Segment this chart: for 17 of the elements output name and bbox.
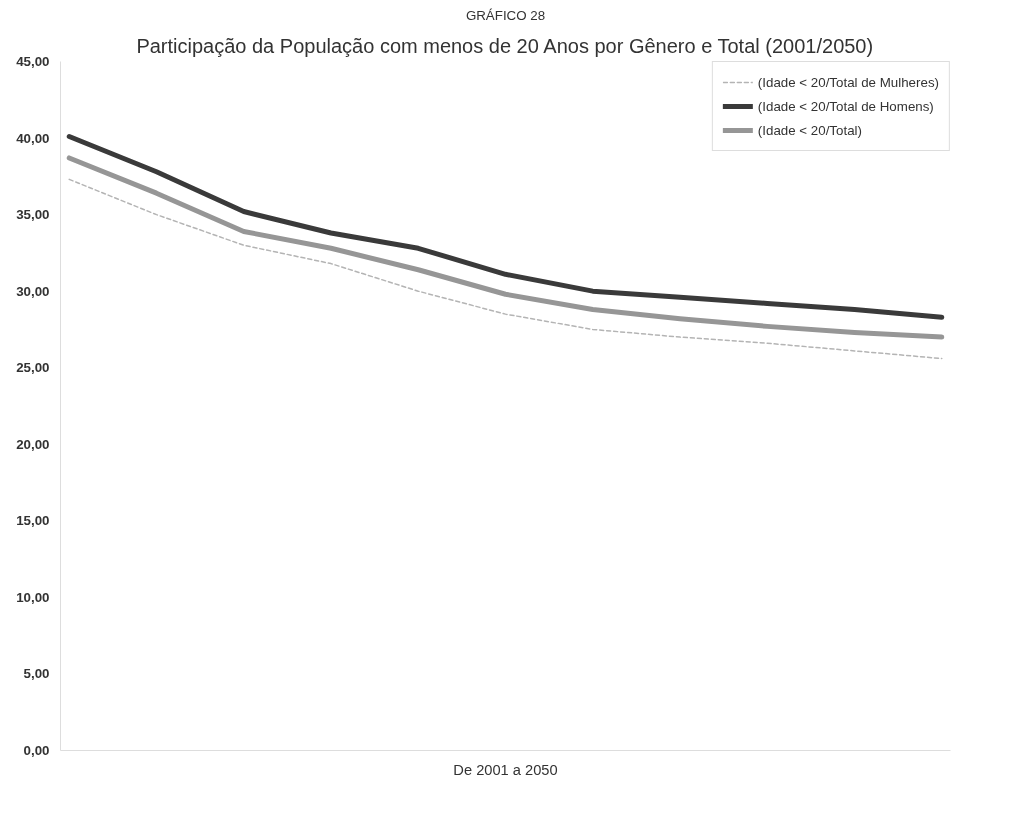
legend-label: (Idade < 20/Total) xyxy=(757,122,862,138)
y-tick-label: 15,00 xyxy=(16,513,50,529)
y-tick-label: 45,00 xyxy=(16,54,50,69)
legend-label: (Idade < 20/Total de Mulheres) xyxy=(757,74,939,90)
y-tick-label: 5,00 xyxy=(23,666,50,682)
chart-subtitle: GRÁFICO 28 xyxy=(465,7,546,23)
y-tick-label: 40,00 xyxy=(16,130,50,146)
y-tick-label: 0,00 xyxy=(23,743,50,758)
chart-title: Participação da População com menos de 20 Anos por Gênero e Total (2001/2050) xyxy=(136,34,874,57)
y-tick-label: 35,00 xyxy=(16,207,50,223)
y-tick-label: 20,00 xyxy=(16,436,50,452)
legend-label: (Idade < 20/Total de Homens) xyxy=(757,98,934,114)
line-series xyxy=(68,178,943,360)
y-tick-label: 25,00 xyxy=(16,360,50,376)
y-tick-label: 30,00 xyxy=(16,283,50,299)
x-axis-title: De 2001 a 2050 xyxy=(453,761,558,778)
y-tick-label: 10,00 xyxy=(16,589,50,605)
